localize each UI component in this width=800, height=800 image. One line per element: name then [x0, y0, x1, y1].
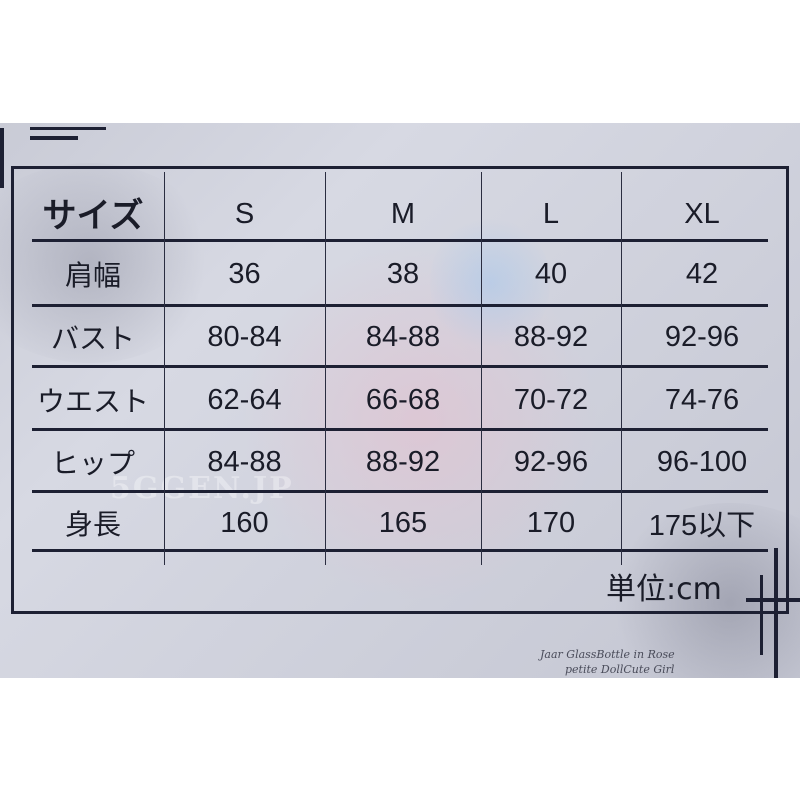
table-cell: 40: [534, 257, 568, 290]
corner-ornament: [746, 598, 800, 602]
column-divider: [325, 172, 326, 565]
row-divider: [32, 490, 768, 493]
header-cell-s: S: [234, 197, 255, 230]
table-cell: 88-92: [513, 320, 589, 353]
row-divider: [32, 239, 768, 242]
column-divider: [164, 172, 165, 565]
table-cell: 38: [386, 257, 420, 290]
background-artwork: 5GGEN.JP Jaar GlassBottle in Rose petite…: [0, 123, 800, 678]
row-label: 身長: [64, 508, 121, 541]
table-frame: [11, 166, 789, 614]
corner-ornament: [0, 128, 4, 188]
table-cell: 74-76: [664, 383, 740, 416]
table-cell: 84-88: [365, 320, 441, 353]
row-label: ウエスト: [36, 385, 149, 418]
table-cell: 96-100: [656, 445, 748, 478]
row-divider: [32, 428, 768, 431]
column-divider: [621, 172, 622, 565]
row-divider: [32, 549, 768, 552]
table-cell: 175以下: [648, 510, 756, 542]
corner-ornament: [30, 127, 106, 130]
watermark: 5GGEN.JP: [110, 471, 294, 506]
table-cell: 66-68: [365, 383, 441, 416]
column-divider: [481, 172, 482, 565]
table-cell: 84-88: [207, 445, 282, 478]
header-cell-xl: XL: [684, 197, 720, 230]
row-divider: [32, 365, 768, 368]
header-cell-l: L: [542, 197, 560, 230]
table-cell: 70-72: [513, 383, 589, 416]
decorative-script: Jaar GlassBottle in Rose: [540, 648, 675, 661]
header-cell-m: M: [390, 197, 416, 230]
row-label: バスト: [50, 322, 135, 355]
row-label: ヒップ: [50, 447, 135, 480]
table-cell: 92-96: [513, 445, 589, 478]
corner-ornament: [30, 136, 78, 140]
table-cell: 160: [220, 506, 269, 539]
table-cell: 42: [685, 257, 719, 290]
corner-ornament: [760, 575, 763, 655]
table-cell: 80-84: [207, 320, 282, 353]
table-cell: 36: [228, 257, 261, 290]
table-cell: 92-96: [664, 320, 740, 353]
row-divider: [32, 304, 768, 307]
table-cell: 62-64: [207, 383, 282, 416]
row-label: 肩幅: [64, 259, 121, 292]
table-cell: 170: [526, 506, 576, 539]
decorative-script: petite DollCute Girl: [565, 663, 675, 676]
table-cell: 88-92: [365, 445, 441, 478]
unit-label: 単位:cm: [606, 572, 722, 607]
table-cell: 165: [378, 506, 428, 539]
header-cell-size: サイズ: [42, 195, 144, 236]
